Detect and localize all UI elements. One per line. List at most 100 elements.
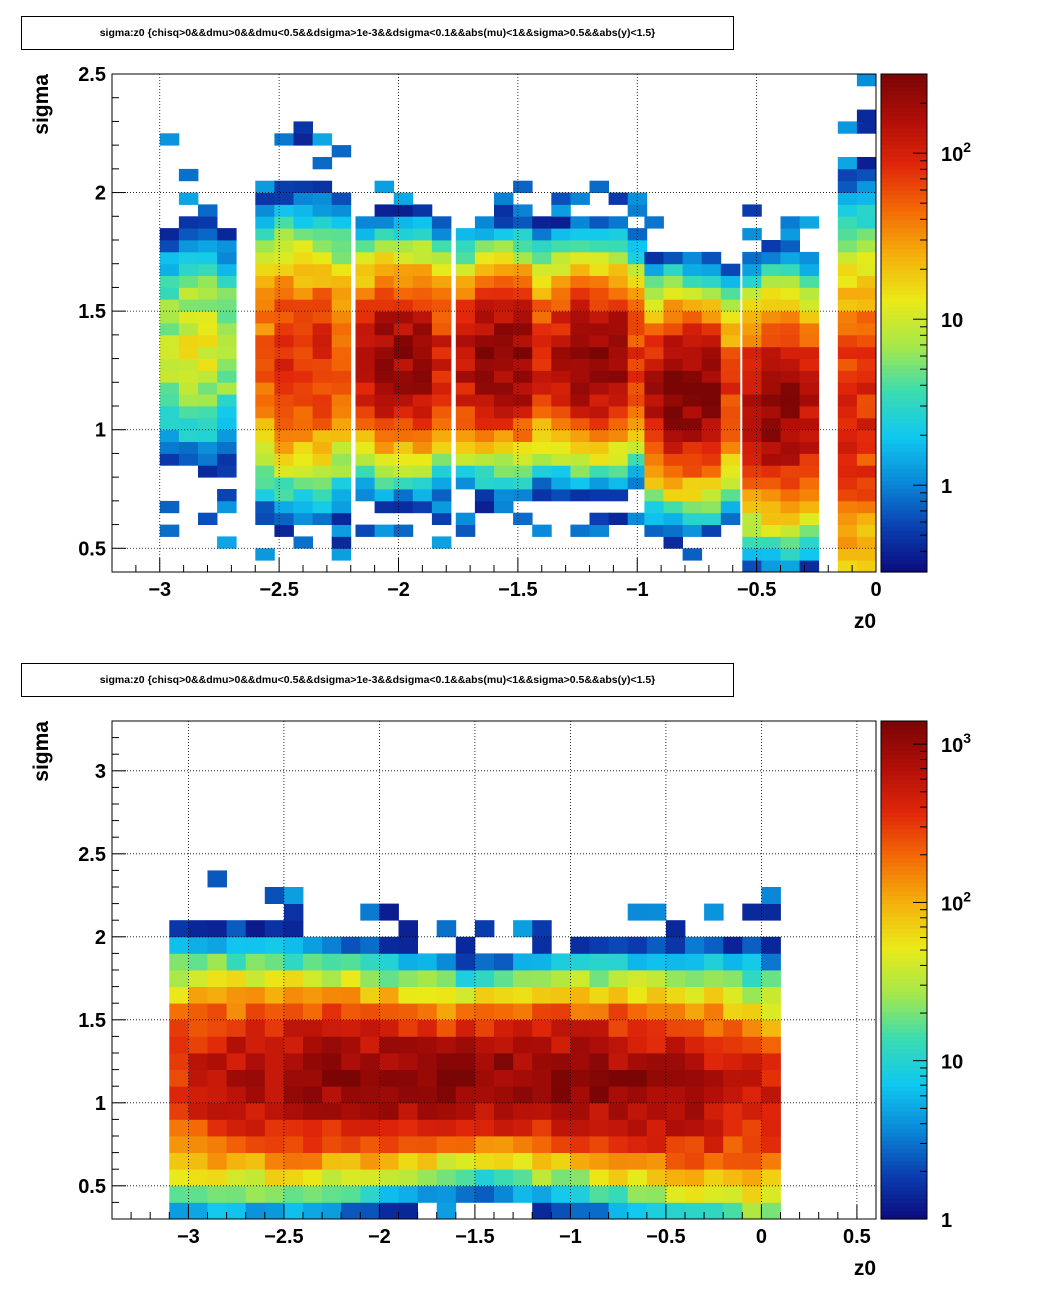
heatmap-cell <box>685 1019 705 1037</box>
heatmap-cell <box>627 1152 648 1170</box>
heatmap-cell <box>474 1086 495 1104</box>
colorbar-segment <box>881 986 927 992</box>
heatmap-cell <box>551 240 571 253</box>
heatmap-cell <box>341 953 361 971</box>
x-tick-label: −1 <box>559 1226 582 1248</box>
heatmap-cell <box>431 299 452 312</box>
heatmap-cell <box>274 323 294 336</box>
heatmap-cell <box>701 489 722 502</box>
heatmap-cell <box>455 986 476 1004</box>
heatmap-cell <box>723 1003 743 1021</box>
heatmap-cell <box>283 1202 304 1220</box>
heatmap-cell <box>761 524 781 537</box>
heatmap-cell <box>303 1185 323 1203</box>
heatmap-cell <box>374 263 395 276</box>
colorbar-segment <box>881 721 927 726</box>
heatmap-cell <box>799 536 820 549</box>
heatmap-cell <box>608 1053 629 1070</box>
heatmap-cell <box>398 920 418 938</box>
heatmap-cell <box>474 240 495 253</box>
heatmap-cell <box>799 358 820 371</box>
heatmap-cell <box>665 1202 686 1220</box>
heatmap-cell <box>198 370 218 383</box>
heatmap-cell <box>474 334 495 348</box>
heatmap-cell <box>532 323 552 336</box>
heatmap-cell <box>360 1053 380 1070</box>
colorbar-segment <box>881 472 927 478</box>
heatmap-cell <box>589 251 609 265</box>
heatmap-cell <box>532 953 552 971</box>
heatmap-cell <box>431 240 452 253</box>
heatmap-cell <box>856 560 877 573</box>
colorbar-segment <box>881 808 927 813</box>
heatmap-cell <box>720 275 741 288</box>
heatmap-cell <box>513 334 533 348</box>
colorbar-segment <box>881 1185 927 1191</box>
heatmap-cell <box>431 536 452 549</box>
heatmap-cell <box>341 1036 361 1054</box>
heatmap-cell <box>682 500 703 514</box>
heatmap-cell <box>412 263 433 276</box>
heatmap-cell <box>341 1019 361 1037</box>
heatmap-cell <box>398 1069 418 1087</box>
heatmap-cell <box>159 133 180 146</box>
heatmap-cell <box>608 263 629 276</box>
heatmap-cell <box>331 299 352 312</box>
heatmap-cell <box>532 1169 552 1187</box>
heatmap-cell <box>644 524 664 537</box>
heatmap-cell <box>198 216 218 229</box>
heatmap-cell <box>379 1036 399 1054</box>
heatmap-cell <box>589 1136 609 1153</box>
heatmap-cell <box>701 299 722 312</box>
heatmap-cell <box>589 1152 609 1170</box>
heatmap-cell <box>312 334 333 348</box>
heatmap-cell <box>799 477 820 490</box>
colorbar-segment <box>881 418 927 424</box>
heatmap-cell <box>274 358 294 371</box>
heatmap-cell <box>255 453 275 466</box>
heatmap-cell <box>417 986 438 1004</box>
heatmap-cell <box>474 382 495 395</box>
heatmap-cell <box>412 453 433 466</box>
heatmap-cell <box>274 453 294 466</box>
heatmap-cell <box>720 489 741 502</box>
heatmap-cell <box>198 311 218 324</box>
heatmap-cell <box>494 394 514 407</box>
colorbar-segment <box>881 140 927 146</box>
heatmap-cell <box>663 334 683 348</box>
heatmap-cell <box>494 1152 514 1170</box>
heatmap-cell <box>198 465 218 478</box>
colorbar-segment <box>881 1194 927 1199</box>
heatmap-cell <box>665 1069 686 1087</box>
heatmap-cell <box>589 1119 609 1137</box>
colorbar-segment <box>881 181 927 187</box>
heatmap-cell <box>742 204 762 217</box>
heatmap-cell <box>701 346 722 359</box>
colorbar-segment <box>881 841 927 847</box>
colorbar-frame <box>880 720 928 1220</box>
heatmap-cell <box>682 311 703 324</box>
heatmap-cell <box>188 1136 208 1153</box>
heatmap-cell <box>742 453 762 466</box>
heatmap-cell <box>169 970 189 987</box>
heatmap-cell <box>646 953 667 971</box>
heatmap-cell <box>393 263 414 276</box>
heatmap-cell <box>532 1019 552 1037</box>
heatmap-cell <box>644 429 664 442</box>
heatmap-cell <box>589 1069 609 1087</box>
heatmap-cell <box>255 311 275 324</box>
heatmap-cell <box>255 370 275 383</box>
heatmap-cell <box>217 251 237 265</box>
heatmap-cell <box>761 311 781 324</box>
heatmap-cell <box>608 1136 629 1153</box>
colorbar-segment <box>881 157 927 162</box>
heatmap-cell <box>226 1152 247 1170</box>
colorbar-segment <box>881 1098 927 1104</box>
heatmap-cell <box>355 406 375 419</box>
heatmap-cell <box>742 548 762 561</box>
heatmap-cell <box>360 903 380 921</box>
axis-ticks <box>111 73 877 573</box>
heatmap-cell <box>169 936 189 954</box>
heatmap-cell <box>856 263 877 276</box>
heatmap-cell <box>417 1019 438 1037</box>
